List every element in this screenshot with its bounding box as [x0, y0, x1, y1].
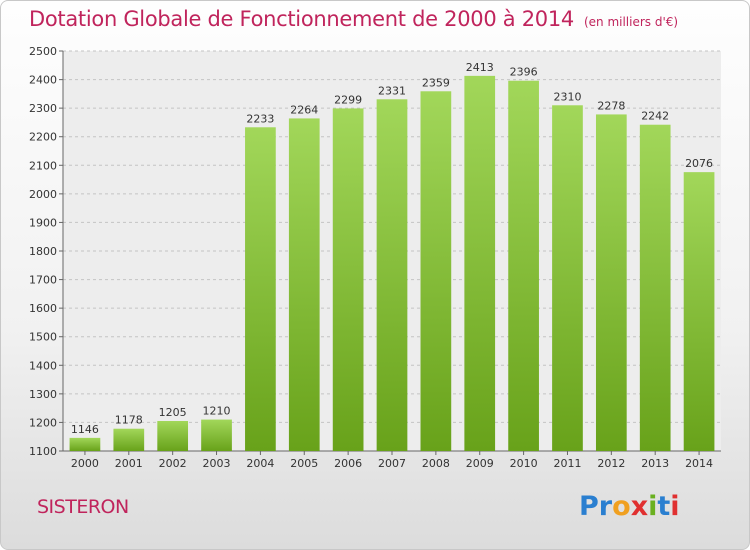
bar-value-label: 2413 [466, 61, 494, 74]
bar [595, 114, 627, 451]
bar-value-label: 2278 [597, 99, 625, 112]
bar-value-label: 2396 [510, 66, 538, 79]
chart-title: Dotation Globale de Fonctionnement de 20… [29, 7, 678, 31]
logo-letter: i [648, 491, 658, 522]
x-tick-label: 2011 [553, 457, 581, 470]
y-tick-label: 1300 [29, 388, 57, 401]
y-tick-label: 2200 [29, 131, 57, 144]
bar [245, 127, 276, 452]
y-tick-label: 2500 [29, 45, 57, 58]
x-tick-label: 2002 [159, 457, 187, 470]
x-tick-label: 2007 [378, 457, 406, 470]
bar [288, 118, 320, 451]
logo-letter: i [670, 491, 680, 522]
bar-value-label: 2264 [290, 103, 318, 116]
y-tick-label: 1600 [29, 302, 57, 315]
y-tick-label: 1400 [29, 359, 57, 372]
bar-value-label: 2076 [685, 157, 713, 170]
x-tick-label: 2013 [641, 457, 669, 470]
y-tick-label: 1700 [29, 274, 57, 287]
bar-value-label: 1146 [71, 423, 99, 436]
logo-letter: o [612, 491, 631, 522]
bar [113, 428, 145, 451]
bar [639, 124, 671, 451]
chart-subtitle: (en milliers d'€) [583, 15, 679, 29]
x-tick-label: 2001 [115, 457, 143, 470]
bars-layer [69, 75, 715, 452]
bar-value-label: 2331 [378, 84, 406, 97]
bar-value-label: 2299 [334, 93, 362, 106]
bar-value-label: 2310 [553, 90, 581, 103]
labels-layer: 1100 1200 1300 1400 1500 1600 1700 1800 1900 2000… [29, 45, 713, 470]
y-tick-label: 2300 [29, 102, 57, 115]
y-tick-label: 1800 [29, 245, 57, 258]
x-tick-label: 2010 [510, 457, 538, 470]
logo-letter: t [657, 491, 671, 522]
bar-value-label: 2233 [246, 112, 274, 125]
bar [464, 75, 496, 451]
bar-value-label: 1210 [203, 405, 231, 418]
bar [683, 172, 715, 451]
logo-letter: P [579, 491, 599, 522]
bar [420, 91, 452, 452]
bar-value-label: 1178 [115, 414, 143, 427]
y-tick-label: 1900 [29, 216, 57, 229]
bar-value-label: 1205 [159, 406, 187, 419]
y-tick-label: 2100 [29, 159, 57, 172]
logo-letter: r [598, 491, 613, 522]
bar [552, 105, 583, 452]
x-tick-label: 2014 [685, 457, 713, 470]
x-tick-label: 2012 [597, 457, 625, 470]
bar [157, 421, 189, 451]
bar-value-label: 2242 [641, 110, 669, 123]
bar [508, 80, 539, 451]
bar [332, 108, 364, 451]
x-tick-label: 2008 [422, 457, 450, 470]
bar [376, 99, 408, 452]
x-tick-label: 2009 [466, 457, 494, 470]
bar [69, 437, 101, 451]
bar [201, 419, 232, 451]
x-tick-label: 2006 [334, 457, 362, 470]
y-tick-label: 1500 [29, 331, 57, 344]
x-tick-label: 2003 [203, 457, 231, 470]
y-tick-label: 2000 [29, 188, 57, 201]
logo-letter: x [630, 491, 649, 522]
y-tick-label: 1100 [29, 445, 57, 458]
x-tick-label: 2005 [290, 457, 318, 470]
bar-value-label: 2359 [422, 76, 450, 89]
x-tick-label: 2004 [246, 457, 274, 470]
chart-title-text: Dotation Globale de Fonctionnement de 20… [29, 7, 574, 31]
proxiti-logo[interactable]: Proxiti [579, 491, 680, 522]
city-name: SISTERON [37, 496, 129, 518]
y-tick-label: 1200 [29, 416, 57, 429]
y-tick-label: 2400 [29, 74, 57, 87]
x-tick-label: 2000 [71, 457, 99, 470]
